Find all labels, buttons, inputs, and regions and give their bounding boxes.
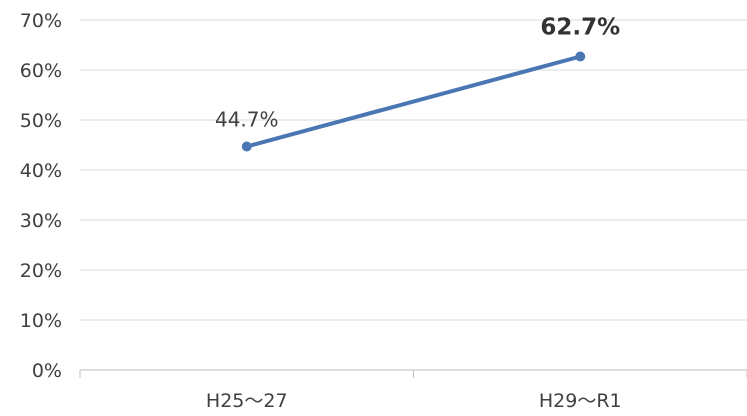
y-tick-label: 70% xyxy=(20,10,62,32)
y-tick-label: 60% xyxy=(20,60,62,82)
data-label: 44.7% xyxy=(215,108,279,132)
x-category-label: H25〜27 xyxy=(206,390,288,412)
gridlines xyxy=(80,19,747,321)
data-label: 62.7% xyxy=(540,15,620,41)
x-category-label: H29〜R1 xyxy=(539,390,622,412)
y-tick-label: 10% xyxy=(20,310,62,332)
y-tick-label: 40% xyxy=(20,160,62,182)
y-tick-label: 0% xyxy=(32,360,62,382)
x-axis xyxy=(79,369,747,378)
x-axis-category-labels: H25〜27 H29〜R1 xyxy=(206,390,622,412)
y-tick-label: 50% xyxy=(20,110,62,132)
data-point xyxy=(575,51,586,62)
series xyxy=(241,51,586,152)
y-tick-label: 30% xyxy=(20,210,62,232)
data-point xyxy=(241,141,252,152)
y-axis-tick-labels: 0% 10% 20% 30% 40% 50% 60% 70% xyxy=(20,10,62,382)
data-labels: 44.7% 62.7% xyxy=(215,15,620,132)
series-line xyxy=(244,54,583,149)
y-tick-label: 20% xyxy=(20,260,62,282)
